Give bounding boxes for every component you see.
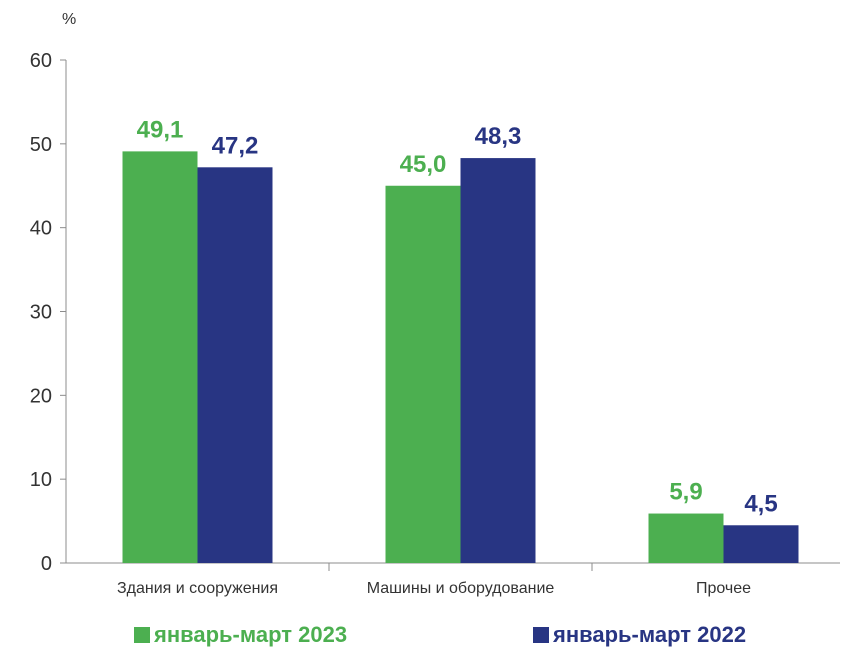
- y-tick-label: 0: [41, 553, 52, 575]
- bars: [122, 151, 799, 563]
- bar: [122, 151, 198, 563]
- y-tick-label: 50: [30, 134, 52, 156]
- bar: [648, 513, 724, 563]
- bar: [385, 185, 461, 563]
- y-tick-label: 40: [30, 218, 52, 240]
- legend-swatch-2023: [134, 627, 150, 643]
- legend-label-2022: январь-март 2022: [553, 622, 747, 647]
- x-category-label: Здания и сооружения: [117, 580, 278, 597]
- labels: 49,1 47,2 45,0 48,3 5,9 4,5: [137, 116, 778, 517]
- legend-swatch-2022: [533, 627, 549, 643]
- bar-value-label: 45,0: [400, 151, 447, 178]
- bar-value-label: 47,2: [212, 132, 259, 159]
- y-tick-label: 20: [30, 385, 52, 407]
- bar-value-label: 5,9: [669, 479, 702, 506]
- y-unit-label: %: [62, 11, 76, 28]
- axes: 0 10 20 30 40 50 60 Здания и сооружения Машины и…: [30, 50, 840, 597]
- legend-item-2023: январь-март 2023: [134, 622, 347, 648]
- legend-label-2023: январь-март 2023: [154, 622, 348, 647]
- bar: [460, 158, 536, 563]
- x-category-label: Машины и оборудование: [367, 580, 555, 597]
- y-tick-label: 30: [30, 302, 52, 324]
- bar-value-label: 49,1: [137, 116, 184, 143]
- bar: [723, 525, 799, 563]
- y-tick-label: 60: [30, 50, 52, 72]
- legend-item-2022: январь-март 2022: [533, 622, 746, 648]
- bar: [197, 167, 273, 563]
- bar-chart: % 0 10 20 30 40 50 60 Здания и сооружения Машины…: [30, 11, 840, 597]
- y-tick-label: 10: [30, 469, 52, 491]
- x-category-label: Прочее: [696, 580, 751, 597]
- bar-value-label: 48,3: [475, 123, 522, 150]
- bar-value-label: 4,5: [744, 490, 777, 517]
